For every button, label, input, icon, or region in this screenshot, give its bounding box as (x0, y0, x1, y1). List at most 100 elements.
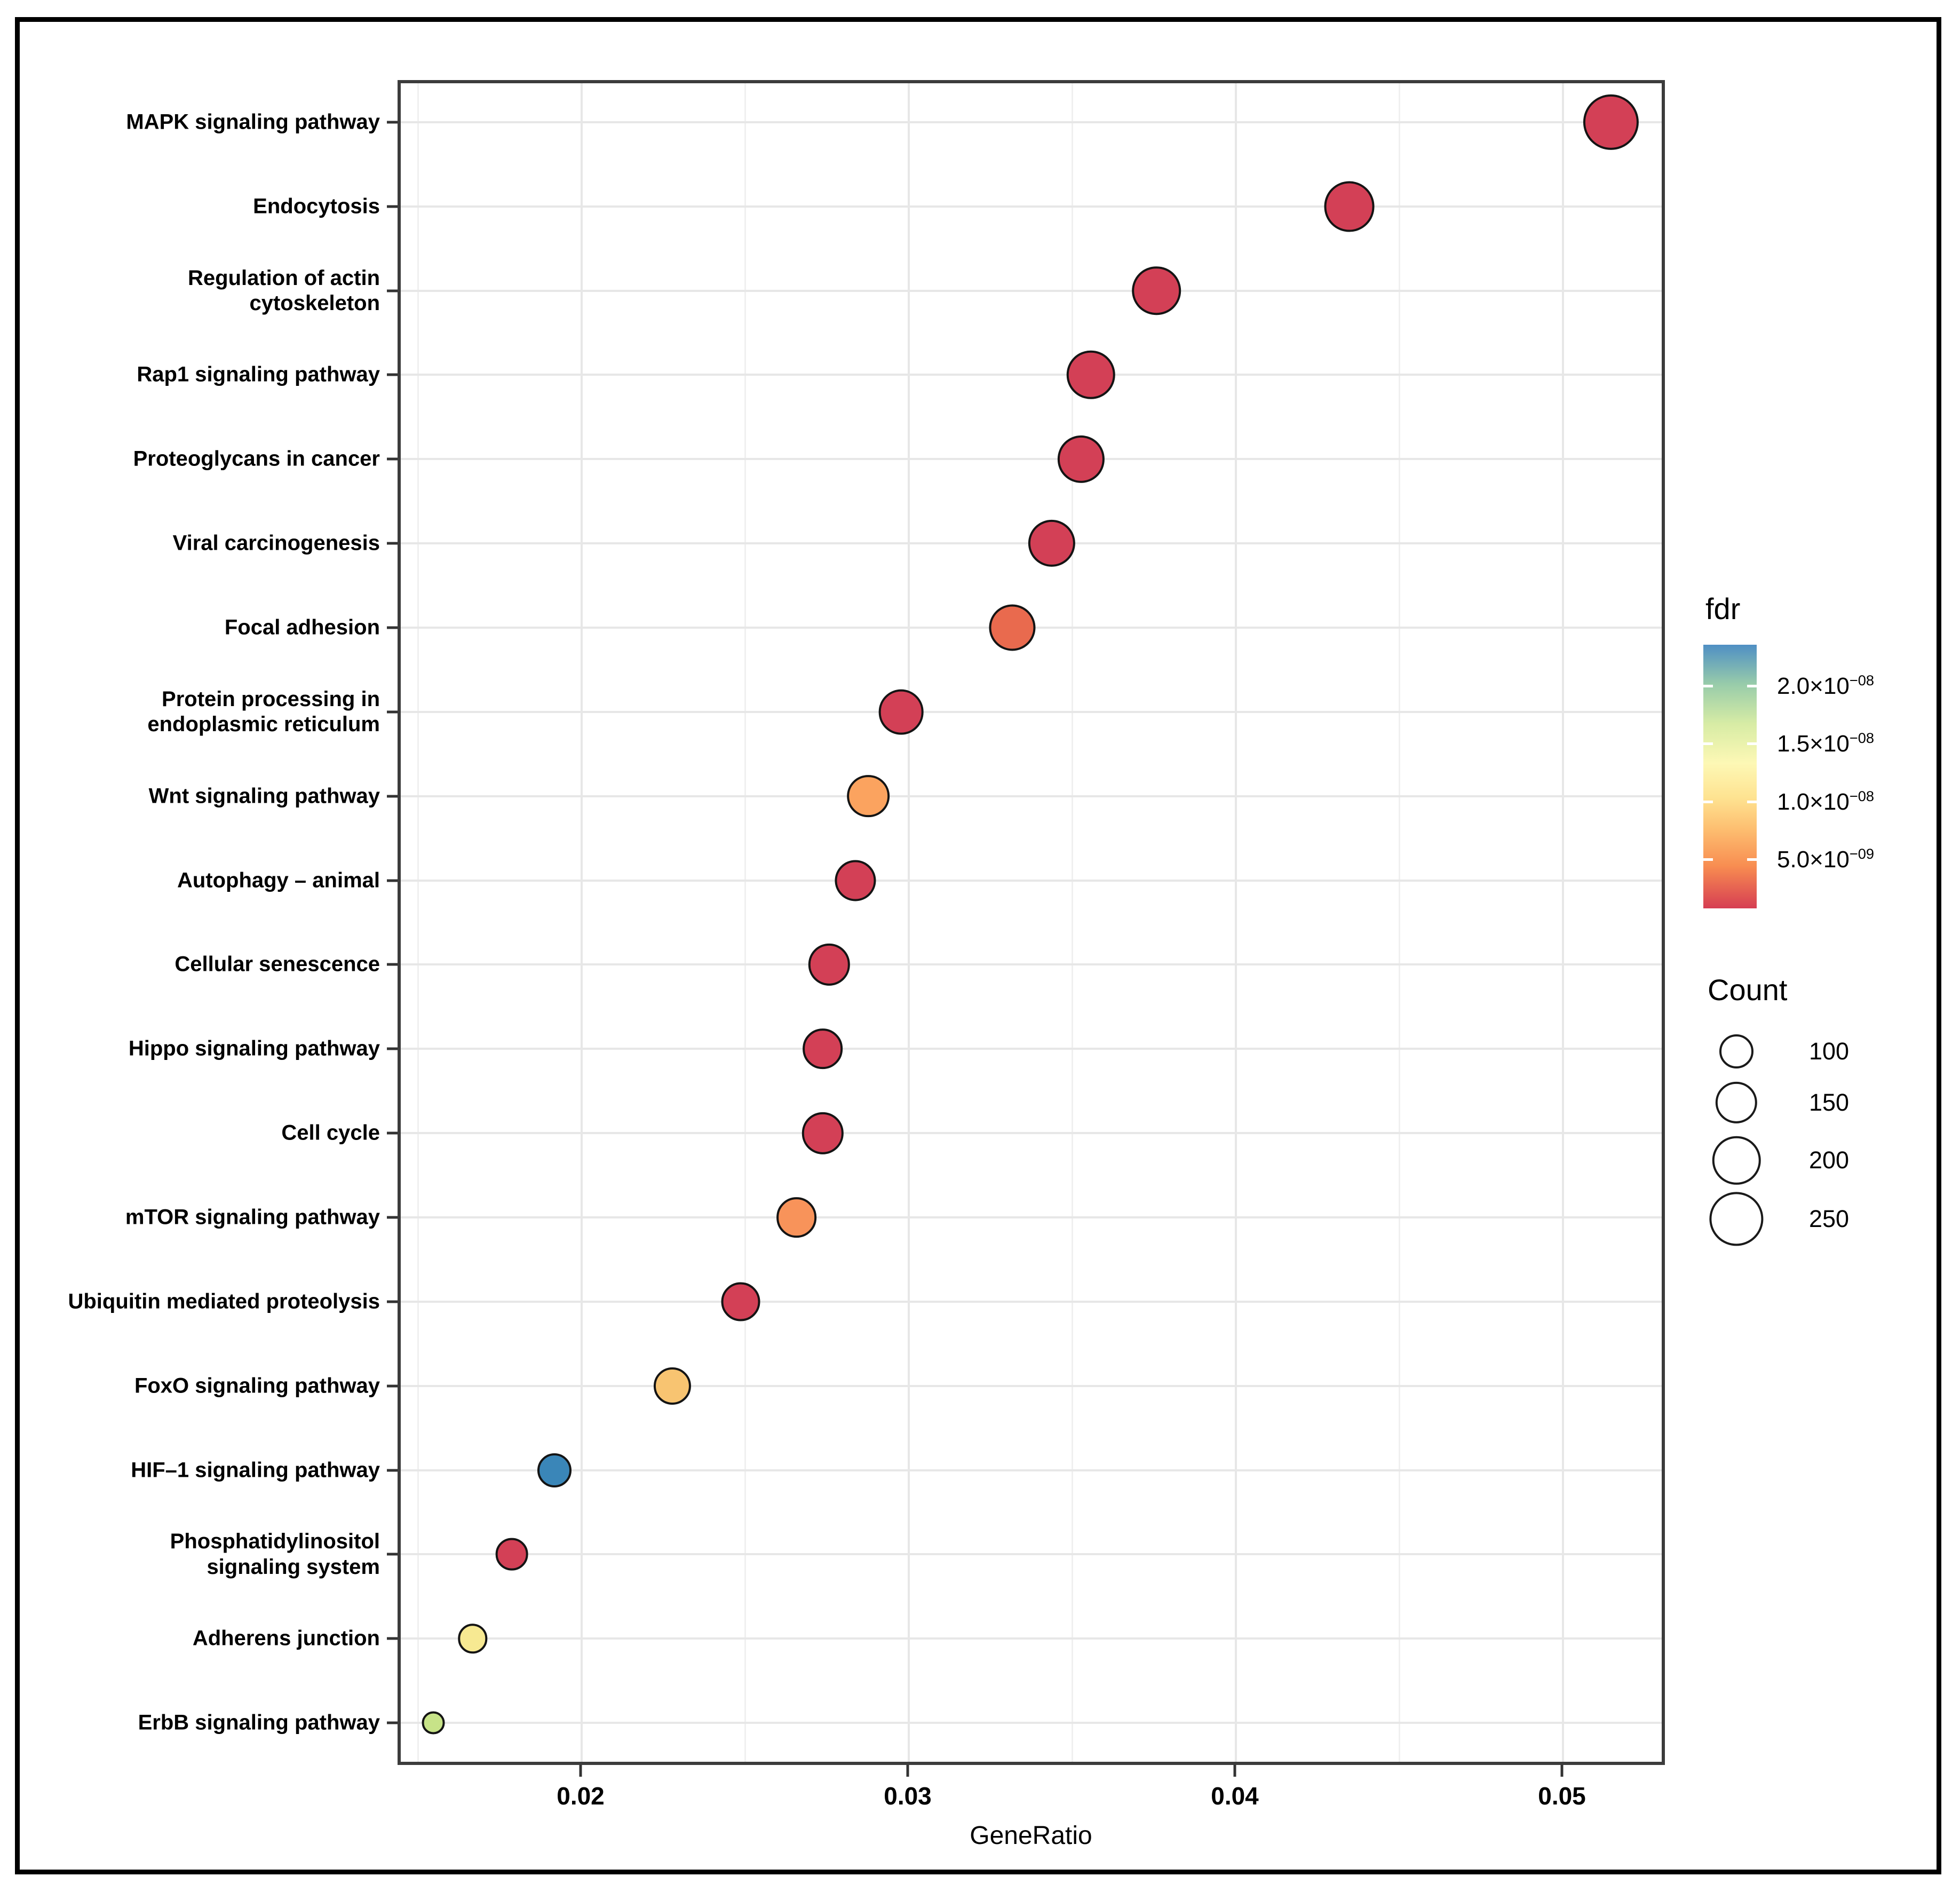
gridline-minor-x (1398, 83, 1400, 1762)
fdr-colorbar-tick (1703, 801, 1713, 803)
gridline-major-y (401, 121, 1662, 123)
fdr-colorbar-gradient (1703, 645, 1757, 908)
y-axis-tick-mark (387, 1637, 398, 1640)
fdr-legend-title: fdr (1705, 592, 1741, 626)
x-axis-tick-mark (906, 1765, 909, 1777)
y-axis-tick-mark (387, 1384, 398, 1388)
y-axis-tick-mark (387, 1721, 398, 1724)
y-axis-category-label: HIF–1 signaling pathway (131, 1458, 380, 1482)
data-point-bubble (422, 1711, 445, 1735)
data-point-bubble (721, 1282, 760, 1321)
y-axis-tick-mark (387, 879, 398, 882)
gridline-major-y (401, 1300, 1662, 1303)
y-axis-tick-mark (387, 710, 398, 714)
y-axis-category-label: Focal adhesion (224, 615, 380, 639)
gridline-major-y (401, 1553, 1662, 1556)
data-point-bubble (1028, 520, 1075, 567)
y-axis-category-label: Proteoglycans in cancer (133, 447, 380, 471)
data-point-bubble (1057, 436, 1105, 483)
y-axis-tick-mark (387, 795, 398, 798)
gridline-major-y (401, 1722, 1662, 1724)
gridline-major-y (401, 1384, 1662, 1387)
gridline-major-y (401, 710, 1662, 713)
y-axis-category-label: Viral carcinogenesis (172, 531, 380, 555)
count-legend-label: 200 (1809, 1146, 1850, 1174)
data-point-bubble (1583, 94, 1639, 151)
y-axis-category-label: Cellular senescence (174, 952, 380, 976)
y-axis-category-label: Rap1 signaling pathway (137, 362, 380, 386)
data-point-bubble (495, 1538, 528, 1571)
fdr-colorbar-tick (1747, 858, 1757, 861)
data-point-bubble (457, 1624, 488, 1653)
gridline-major-y (401, 879, 1662, 882)
x-axis-tick-mark (1233, 1765, 1236, 1777)
data-point-bubble (1324, 181, 1375, 232)
x-axis-title: GeneRatio (970, 1822, 1092, 1850)
data-point-bubble (878, 689, 924, 735)
y-axis-category-label: Adherens junction (192, 1626, 380, 1650)
y-axis-tick-mark (387, 626, 398, 629)
gridline-major-x (908, 83, 910, 1762)
x-axis-tick-label: 0.05 (1538, 1782, 1586, 1810)
y-axis-category-label: Wnt signaling pathway (148, 784, 380, 808)
y-axis-tick-mark (387, 1047, 398, 1050)
y-axis-tick-mark (387, 542, 398, 545)
data-point-bubble (802, 1028, 843, 1070)
y-axis-tick-mark (387, 373, 398, 376)
gridline-major-y (401, 1469, 1662, 1471)
gridline-major-x (1235, 83, 1237, 1762)
gridline-major-y (401, 1132, 1662, 1135)
fdr-colorbar-tick (1747, 742, 1757, 745)
data-point-bubble (989, 604, 1036, 651)
gridline-major-y (401, 205, 1662, 208)
data-point-bubble (1132, 266, 1181, 315)
y-axis-tick-mark (387, 289, 398, 292)
count-legend-label: 150 (1809, 1089, 1850, 1116)
count-legend-circle (1712, 1136, 1761, 1185)
gridline-major-y (401, 1216, 1662, 1218)
plot-panel (398, 80, 1665, 1765)
data-point-bubble (847, 774, 890, 818)
y-axis-category-label: Hippo signaling pathway (128, 1036, 380, 1060)
gridline-major-x (1562, 83, 1564, 1762)
fdr-colorbar-tick (1703, 685, 1713, 687)
data-point-bubble (835, 860, 876, 901)
y-axis-tick-mark (387, 963, 398, 966)
gridline-major-y (401, 1637, 1662, 1640)
y-axis-tick-mark (387, 1216, 398, 1219)
y-axis-tick-mark (387, 121, 398, 124)
gridline-minor-x (1071, 83, 1073, 1762)
fdr-colorbar-tick (1703, 858, 1713, 861)
x-axis-tick-label: 0.02 (557, 1782, 605, 1810)
data-point-bubble (802, 1112, 844, 1154)
y-axis-category-label: ErbB signaling pathway (138, 1711, 380, 1735)
y-axis-tick-mark (387, 1469, 398, 1472)
y-axis-category-label: Protein processing in endoplasmic reticu… (147, 687, 380, 736)
x-axis-tick-mark (579, 1765, 582, 1777)
y-axis-category-label: Endocytosis (253, 194, 380, 218)
y-axis-tick-mark (387, 205, 398, 208)
x-axis-tick-label: 0.04 (1211, 1782, 1259, 1810)
y-axis-category-label: FoxO signaling pathway (134, 1374, 380, 1398)
fdr-colorbar-tick (1747, 801, 1757, 803)
count-legend-circle (1709, 1192, 1764, 1246)
y-axis-category-label: MAPK signaling pathway (126, 110, 380, 134)
gridline-major-x (581, 83, 583, 1762)
count-legend-label: 250 (1809, 1205, 1850, 1232)
gridline-major-y (401, 963, 1662, 966)
y-axis-category-label: Autophagy – animal (177, 868, 380, 892)
count-legend-label: 100 (1809, 1038, 1850, 1065)
y-axis-category-label: mTOR signaling pathway (125, 1205, 380, 1229)
gridline-major-y (401, 1048, 1662, 1050)
data-point-bubble (776, 1197, 817, 1238)
data-point-bubble (808, 944, 851, 986)
y-axis-category-label: Ubiquitin mediated proteolysis (68, 1289, 380, 1313)
y-axis-tick-mark (387, 1553, 398, 1556)
y-axis-category-label: Regulation of actin cytoskeleton (188, 266, 380, 315)
gridline-major-y (401, 458, 1662, 461)
fdr-legend-tick-label: 1.5×10−08 (1777, 730, 1875, 757)
fdr-colorbar-tick (1747, 685, 1757, 687)
gridline-minor-x (417, 83, 419, 1762)
y-axis-tick-mark (387, 457, 398, 461)
data-point-bubble (537, 1453, 572, 1487)
